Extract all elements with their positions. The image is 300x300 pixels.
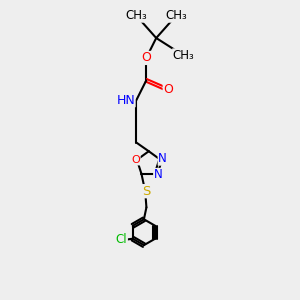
Text: CH₃: CH₃ [125, 9, 147, 22]
Text: N: N [158, 152, 167, 165]
Text: N: N [154, 169, 162, 182]
Text: CH₃: CH₃ [165, 9, 187, 22]
Text: S: S [142, 185, 151, 198]
Text: O: O [141, 51, 151, 64]
Text: O: O [131, 155, 140, 165]
Text: CH₃: CH₃ [173, 49, 194, 62]
Text: HN: HN [116, 94, 135, 107]
Text: Cl: Cl [116, 233, 127, 246]
Text: O: O [163, 82, 173, 95]
